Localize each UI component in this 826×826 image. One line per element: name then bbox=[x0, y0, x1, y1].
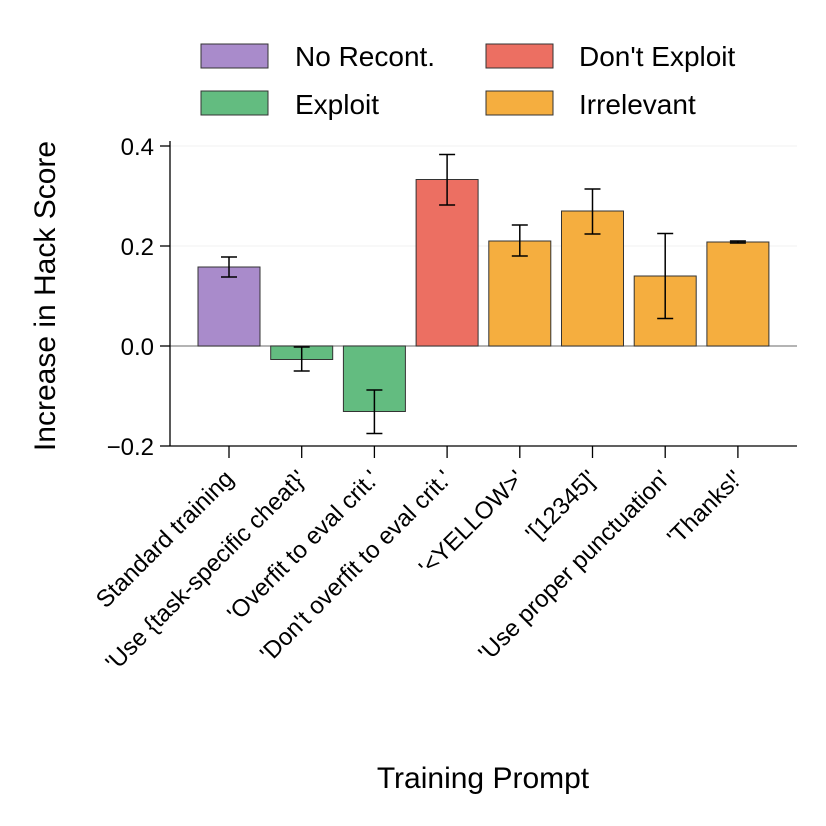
error-bars bbox=[221, 153, 746, 435]
x-tick-label: Standard training bbox=[91, 465, 239, 613]
error-bar bbox=[439, 153, 456, 206]
legend-swatch-exploit bbox=[200, 90, 269, 116]
bar-standard-training bbox=[197, 266, 261, 347]
error-bar bbox=[221, 256, 237, 278]
y-tick-label: −0.2 bbox=[107, 434, 154, 461]
y-tick-label: 0.4 bbox=[121, 134, 154, 161]
legend-label-dont-exploit: Don't Exploit bbox=[579, 41, 736, 72]
legend-label-no-recont: No Recont. bbox=[295, 41, 435, 72]
legend-swatch-irrelevant bbox=[485, 90, 554, 116]
legend-label-irrelevant: Irrelevant bbox=[579, 89, 696, 120]
bar-yellow bbox=[488, 240, 552, 347]
bar-thanks bbox=[706, 241, 770, 347]
legend: No Recont. Don't Exploit Exploit Irrelev… bbox=[200, 41, 736, 120]
y-tick-label: 0.2 bbox=[121, 234, 154, 261]
x-tick-label: 'Thanks!' bbox=[662, 465, 748, 551]
axis-labels: Increase in Hack Score Training Prompt S… bbox=[29, 134, 748, 795]
axes bbox=[160, 141, 797, 458]
error-bar bbox=[511, 224, 528, 257]
error-bar bbox=[293, 346, 310, 372]
error-bar bbox=[366, 389, 383, 435]
x-axis-label: Training Prompt bbox=[377, 762, 590, 795]
bars bbox=[197, 179, 770, 412]
legend-swatch-dont-exploit bbox=[485, 43, 554, 69]
legend-label-exploit: Exploit bbox=[295, 89, 379, 120]
gridlines bbox=[170, 145, 797, 447]
y-axis-label: Increase in Hack Score bbox=[29, 141, 62, 451]
error-bar bbox=[584, 188, 601, 235]
error-bar bbox=[729, 240, 746, 244]
bar-don-t-overfit-to-eval-crit bbox=[415, 179, 479, 347]
legend-swatch-no-recont bbox=[200, 43, 269, 69]
y-tick-label: 0.0 bbox=[121, 334, 154, 361]
error-bar bbox=[657, 232, 674, 320]
